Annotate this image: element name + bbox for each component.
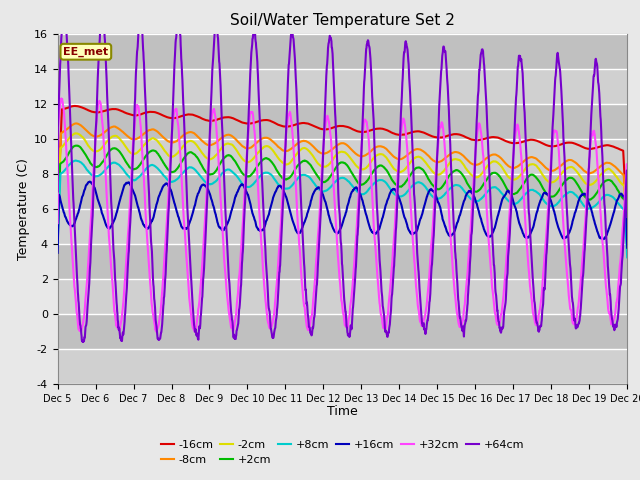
+64cm — [607, 309, 615, 315]
-2cm — [502, 171, 510, 177]
Bar — [58, 174, 627, 209]
-8cm — [83, 128, 91, 134]
+32cm — [607, 319, 615, 324]
+2cm — [607, 178, 614, 183]
-8cm — [607, 161, 614, 167]
-16cm — [316, 126, 324, 132]
+16cm — [607, 219, 615, 225]
+2cm — [316, 176, 324, 182]
Line: -2cm: -2cm — [58, 133, 627, 244]
Bar — [58, 34, 627, 69]
Title: Soil/Water Temperature Set 2: Soil/Water Temperature Set 2 — [230, 13, 455, 28]
+64cm — [503, 277, 511, 283]
-16cm — [607, 143, 615, 149]
+32cm — [54, 220, 61, 226]
-2cm — [54, 229, 61, 235]
-8cm — [72, 120, 80, 126]
+32cm — [503, 252, 511, 258]
-16cm — [502, 138, 510, 144]
+64cm — [623, 214, 631, 220]
+64cm — [316, 223, 324, 229]
Line: +8cm: +8cm — [58, 160, 627, 257]
-16cm — [623, 225, 631, 230]
-2cm — [83, 141, 91, 146]
-2cm — [607, 168, 615, 173]
Y-axis label: Temperature (C): Temperature (C) — [17, 158, 29, 260]
+16cm — [54, 250, 61, 256]
+2cm — [623, 248, 631, 254]
-2cm — [331, 154, 339, 159]
+2cm — [54, 237, 61, 242]
X-axis label: Time: Time — [327, 405, 358, 418]
+32cm — [332, 210, 339, 216]
+64cm — [54, 189, 61, 194]
-2cm — [316, 162, 324, 168]
-8cm — [54, 218, 61, 224]
+8cm — [316, 187, 324, 193]
+16cm — [502, 190, 510, 195]
Line: +64cm: +64cm — [58, 13, 627, 342]
+8cm — [607, 193, 615, 199]
Bar — [58, 279, 627, 314]
+64cm — [332, 110, 339, 116]
+64cm — [80, 339, 88, 345]
Line: +32cm: +32cm — [58, 98, 627, 332]
Legend: -16cm, -8cm, -2cm, +2cm, +8cm, +16cm, +32cm, +64cm: -16cm, -8cm, -2cm, +2cm, +8cm, +16cm, +3… — [156, 435, 529, 469]
+32cm — [607, 322, 615, 327]
+8cm — [54, 241, 61, 247]
-16cm — [83, 107, 91, 112]
Bar — [58, 349, 627, 384]
+2cm — [607, 178, 615, 184]
-2cm — [607, 167, 614, 173]
-8cm — [331, 144, 339, 150]
+32cm — [153, 329, 161, 335]
+8cm — [72, 157, 79, 163]
-8cm — [502, 161, 510, 167]
+2cm — [331, 167, 339, 172]
+2cm — [83, 154, 91, 160]
Bar — [58, 314, 627, 349]
+16cm — [331, 229, 339, 235]
+64cm — [83, 308, 91, 314]
+32cm — [316, 202, 324, 207]
+64cm — [607, 306, 615, 312]
Bar — [58, 69, 627, 104]
Line: -8cm: -8cm — [58, 123, 627, 242]
+16cm — [86, 179, 93, 184]
Line: +2cm: +2cm — [58, 145, 627, 251]
-16cm — [607, 143, 614, 149]
+32cm — [623, 198, 631, 204]
-16cm — [54, 209, 61, 215]
-8cm — [316, 150, 324, 156]
+2cm — [72, 143, 80, 148]
+64cm — [60, 10, 68, 16]
Bar — [58, 244, 627, 279]
+16cm — [607, 220, 614, 226]
+8cm — [623, 254, 631, 260]
-8cm — [623, 240, 631, 245]
Bar — [58, 209, 627, 244]
-16cm — [70, 103, 78, 109]
-8cm — [607, 161, 615, 167]
+8cm — [331, 179, 339, 185]
Line: +16cm: +16cm — [58, 181, 627, 253]
+16cm — [623, 245, 631, 251]
+8cm — [83, 167, 91, 173]
Bar — [58, 139, 627, 174]
-2cm — [623, 241, 631, 247]
Bar — [58, 104, 627, 139]
-16cm — [331, 124, 339, 130]
Text: EE_met: EE_met — [63, 47, 108, 57]
Line: -16cm: -16cm — [58, 106, 627, 228]
+8cm — [502, 196, 510, 202]
+32cm — [83, 281, 91, 287]
+8cm — [607, 193, 614, 199]
-2cm — [72, 131, 79, 136]
+16cm — [316, 185, 324, 191]
+16cm — [83, 181, 90, 187]
+32cm — [58, 96, 65, 101]
+2cm — [502, 185, 510, 191]
